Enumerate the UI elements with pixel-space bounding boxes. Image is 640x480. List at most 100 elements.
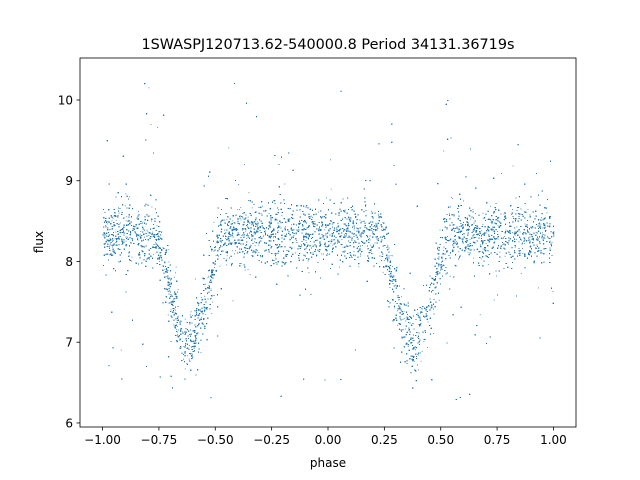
data-point <box>475 213 476 215</box>
data-point <box>330 188 332 190</box>
data-point <box>112 241 114 242</box>
data-point <box>544 225 546 227</box>
data-point <box>220 220 222 222</box>
data-point <box>411 355 413 357</box>
data-point <box>252 238 253 240</box>
data-point <box>251 207 253 209</box>
data-point <box>147 215 149 217</box>
data-point <box>310 215 312 217</box>
data-point <box>242 234 243 236</box>
data-point <box>105 225 107 226</box>
data-point <box>173 276 175 278</box>
data-point <box>328 254 330 255</box>
data-point <box>237 229 239 231</box>
data-point <box>246 238 248 239</box>
data-point <box>537 238 539 240</box>
data-point <box>219 265 221 267</box>
data-point <box>137 239 139 241</box>
data-point <box>402 319 404 320</box>
data-point <box>291 236 293 238</box>
data-point <box>179 340 181 341</box>
data-point <box>435 273 437 275</box>
data-point <box>120 349 122 351</box>
data-point <box>493 230 495 231</box>
data-point <box>452 198 454 199</box>
data-point <box>237 209 239 211</box>
data-point <box>157 127 159 129</box>
data-point <box>305 232 307 234</box>
data-point <box>314 221 316 222</box>
data-point <box>368 238 370 240</box>
data-point <box>254 252 256 254</box>
data-point <box>344 251 346 253</box>
data-point <box>131 237 133 239</box>
data-point <box>131 260 133 262</box>
data-point <box>187 355 189 357</box>
data-point <box>261 237 263 239</box>
data-point <box>377 215 379 217</box>
data-point <box>408 329 410 331</box>
data-point <box>420 360 422 362</box>
data-point <box>205 301 207 303</box>
data-point <box>425 338 427 340</box>
data-point <box>228 147 230 149</box>
data-point <box>184 318 186 320</box>
data-point <box>351 256 353 258</box>
data-point <box>207 277 209 278</box>
data-point <box>277 230 279 231</box>
data-point <box>468 214 470 216</box>
data-point <box>154 239 156 240</box>
data-point <box>490 238 492 239</box>
data-point <box>537 240 539 241</box>
data-point <box>204 283 206 285</box>
data-point <box>467 245 469 247</box>
data-point <box>482 223 484 225</box>
data-point <box>330 242 332 244</box>
data-point <box>184 368 186 370</box>
data-point <box>273 229 275 231</box>
data-point <box>242 229 244 231</box>
data-point <box>450 206 451 208</box>
data-point <box>375 230 376 232</box>
data-point <box>212 301 214 303</box>
data-point <box>399 317 401 319</box>
data-point <box>390 255 392 256</box>
data-point <box>151 206 153 208</box>
data-point <box>331 223 333 225</box>
data-point <box>324 229 326 231</box>
data-point <box>401 331 402 333</box>
data-point <box>427 321 429 323</box>
data-point <box>295 233 297 235</box>
data-point <box>160 252 162 253</box>
data-point <box>147 231 149 233</box>
data-point <box>395 284 397 286</box>
data-point <box>192 353 194 355</box>
data-point <box>306 242 308 243</box>
data-point <box>131 256 133 258</box>
data-point <box>148 87 150 89</box>
data-point <box>523 243 525 244</box>
data-point <box>342 246 344 248</box>
data-point <box>113 238 115 240</box>
data-point <box>151 220 152 222</box>
data-point <box>455 227 457 229</box>
data-point <box>528 232 530 234</box>
data-point <box>257 222 259 224</box>
data-point <box>238 184 240 186</box>
data-point <box>278 209 279 211</box>
data-point <box>268 213 270 214</box>
data-point <box>177 315 179 317</box>
data-point <box>378 216 380 217</box>
data-point <box>308 272 310 274</box>
data-point <box>433 333 435 334</box>
data-point <box>439 229 441 231</box>
data-point <box>381 229 383 231</box>
data-point <box>236 229 238 231</box>
data-point <box>233 222 235 223</box>
data-point <box>176 328 178 330</box>
data-point <box>540 219 542 221</box>
data-point <box>152 233 153 234</box>
data-point <box>512 232 513 234</box>
data-point <box>382 271 384 273</box>
data-point <box>362 245 363 246</box>
